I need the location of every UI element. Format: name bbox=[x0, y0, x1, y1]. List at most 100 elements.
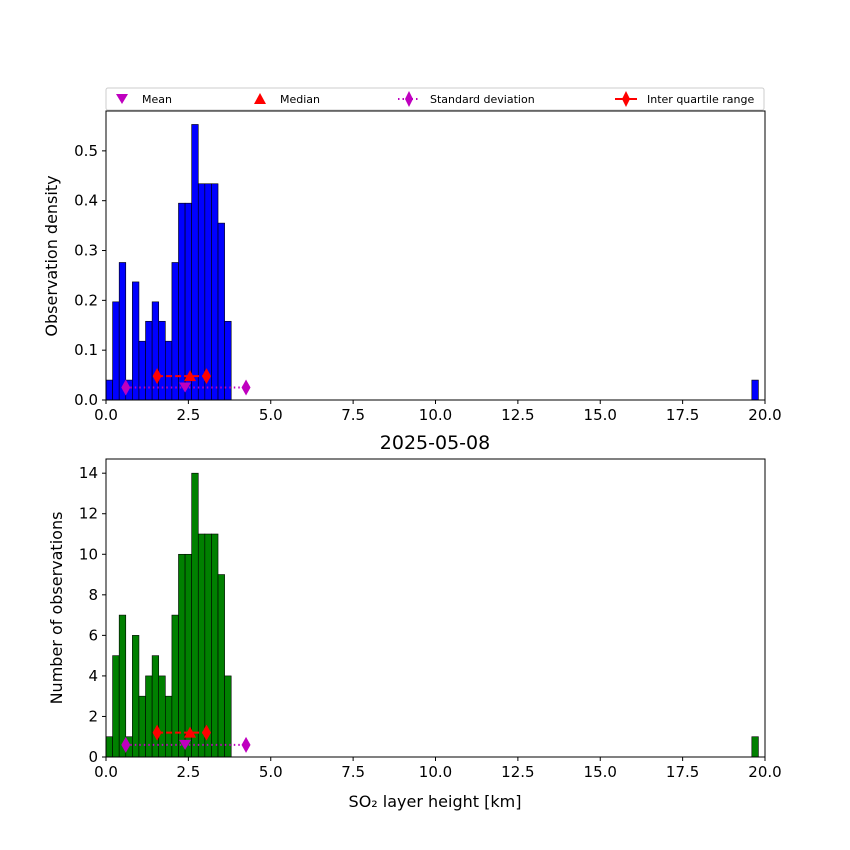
count-x-tick-label: 15.0 bbox=[584, 763, 617, 781]
count-y-tick-label: 14 bbox=[79, 464, 98, 482]
count-bar bbox=[184, 553, 192, 758]
count-bar bbox=[132, 635, 140, 758]
density-y-ticks: 0.0 0.1 0.2 0.3 0.4 0.5 bbox=[74, 142, 106, 409]
count-y-axis-label: Number of observations bbox=[47, 512, 66, 705]
count-median-marker bbox=[184, 726, 197, 738]
count-bar bbox=[751, 736, 759, 758]
count-iqr-low-marker bbox=[152, 724, 162, 741]
density-x-tick-label: 20.0 bbox=[748, 406, 781, 424]
count-bar bbox=[197, 533, 206, 758]
count-bar bbox=[151, 655, 160, 758]
count-bar bbox=[178, 553, 186, 758]
legend-std-label: Standard deviation bbox=[430, 93, 535, 106]
density-y-tick-label: 0.0 bbox=[74, 391, 98, 409]
density-y-tick-label: 0.4 bbox=[74, 192, 98, 210]
count-bar bbox=[191, 472, 199, 758]
legend-median-label: Median bbox=[280, 93, 320, 106]
density-bar bbox=[118, 262, 127, 401]
density-std-high-marker bbox=[241, 379, 251, 396]
count-x-tick-label: 0.0 bbox=[94, 763, 118, 781]
density-y-tick-label: 0.1 bbox=[74, 341, 98, 359]
count-std-high-marker bbox=[241, 736, 251, 753]
legend-std-marker bbox=[405, 91, 413, 107]
density-iqr-low-marker bbox=[152, 368, 162, 385]
density-x-tick-label: 10.0 bbox=[419, 406, 452, 424]
count-x-tick-label: 20.0 bbox=[748, 763, 781, 781]
count-stat-markers bbox=[121, 724, 251, 753]
count-y-tick-label: 4 bbox=[88, 667, 98, 685]
density-x-tick-label: 17.5 bbox=[666, 406, 699, 424]
count-y-tick-label: 6 bbox=[88, 626, 98, 644]
legend: Mean Median Standard deviation Inter qua… bbox=[105, 87, 765, 111]
density-bar bbox=[178, 202, 186, 401]
count-x-tick-label: 5.0 bbox=[259, 763, 283, 781]
count-x-ticks: 0.0 2.5 5.0 7.5 10.0 12.5 15.0 17.5 20.0 bbox=[94, 757, 782, 781]
legend-iqr-label: Inter quartile range bbox=[647, 93, 754, 106]
count-bar bbox=[204, 533, 212, 758]
count-bar bbox=[211, 533, 219, 758]
count-y-tick-label: 10 bbox=[79, 545, 98, 563]
density-x-tick-label: 2.5 bbox=[176, 406, 200, 424]
count-y-tick-label: 8 bbox=[88, 586, 98, 604]
count-bars bbox=[105, 472, 759, 758]
density-histogram: 0.0 2.5 5.0 7.5 10.0 12.5 15.0 17.5 20.0 0.00.10… bbox=[42, 110, 782, 424]
density-bar bbox=[751, 379, 759, 401]
density-bars bbox=[105, 124, 759, 401]
count-y-tick-label: 0 bbox=[88, 748, 98, 766]
count-x-tick-label: 10.0 bbox=[419, 763, 452, 781]
legend-box bbox=[105, 87, 765, 111]
chart-title: 2025-05-08 bbox=[380, 432, 490, 454]
legend-median-marker bbox=[254, 93, 266, 104]
density-x-tick-label: 7.5 bbox=[341, 406, 365, 424]
density-bar bbox=[217, 222, 225, 401]
density-bar bbox=[151, 301, 160, 401]
density-bar bbox=[204, 183, 212, 401]
density-bar bbox=[211, 183, 219, 401]
density-bar bbox=[132, 281, 140, 401]
count-bar bbox=[105, 736, 113, 758]
density-x-tick-label: 0.0 bbox=[94, 406, 118, 424]
count-y-tick-label: 12 bbox=[79, 505, 98, 523]
density-bar bbox=[171, 262, 179, 401]
density-bar bbox=[112, 301, 120, 401]
density-std-low-marker bbox=[121, 379, 131, 396]
density-x-ticks: 0.0 2.5 5.0 7.5 10.0 12.5 15.0 17.5 20.0 bbox=[94, 400, 782, 424]
count-x-axis-label: SO₂ layer height [km] bbox=[349, 792, 522, 811]
density-y-tick-label: 0.2 bbox=[74, 291, 98, 309]
density-stat-markers bbox=[121, 368, 251, 396]
legend-mean-marker bbox=[116, 94, 128, 104]
count-x-tick-label: 17.5 bbox=[666, 763, 699, 781]
count-bar bbox=[165, 695, 173, 758]
density-mean-marker bbox=[179, 382, 192, 393]
density-bar bbox=[197, 183, 206, 401]
density-bar bbox=[138, 340, 146, 401]
count-histogram: 2025-05-08 0.0 2.5 5.0 7.5 10.0 12.5 15.0 17.5 2… bbox=[47, 432, 782, 811]
count-mean-marker bbox=[179, 739, 192, 750]
density-y-tick-label: 0.5 bbox=[74, 142, 98, 160]
count-x-tick-label: 2.5 bbox=[176, 763, 200, 781]
density-iqr-high-marker bbox=[201, 368, 211, 385]
count-bar bbox=[171, 614, 179, 758]
count-x-tick-label: 12.5 bbox=[501, 763, 534, 781]
density-median-marker bbox=[184, 370, 197, 382]
legend-iqr-marker bbox=[622, 91, 630, 107]
density-bar bbox=[105, 379, 113, 401]
density-x-tick-label: 15.0 bbox=[584, 406, 617, 424]
density-x-tick-label: 12.5 bbox=[501, 406, 534, 424]
count-bar bbox=[217, 574, 225, 758]
density-bar bbox=[191, 124, 199, 401]
density-bar bbox=[165, 340, 173, 401]
count-y-ticks: 0 2 4 6 8 10 12 14 bbox=[79, 464, 106, 766]
count-bar bbox=[118, 614, 127, 758]
density-bar bbox=[184, 202, 192, 401]
legend-mean-label: Mean bbox=[142, 93, 172, 106]
density-y-axis-label: Observation density bbox=[42, 175, 61, 336]
count-std-low-marker bbox=[121, 736, 131, 753]
density-x-tick-label: 5.0 bbox=[259, 406, 283, 424]
count-bar bbox=[112, 655, 120, 758]
density-y-tick-label: 0.3 bbox=[74, 242, 98, 260]
count-x-tick-label: 7.5 bbox=[341, 763, 365, 781]
count-y-tick-label: 2 bbox=[88, 707, 98, 725]
count-bar bbox=[138, 695, 146, 758]
